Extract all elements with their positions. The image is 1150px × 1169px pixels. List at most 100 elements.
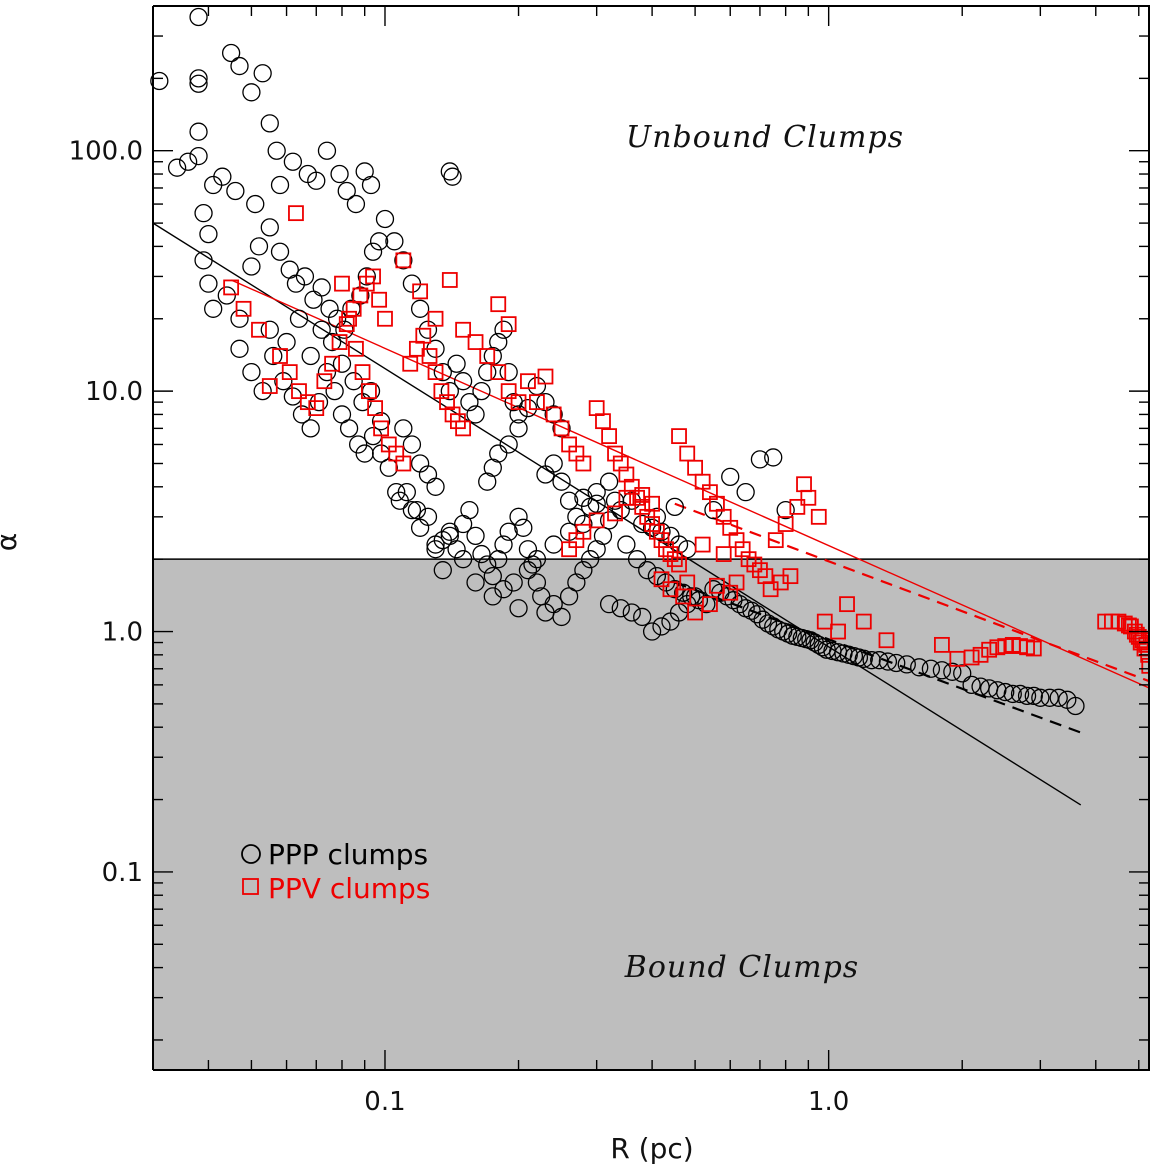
data-point-ppp [580, 550, 600, 569]
data-point-ppp [544, 454, 563, 473]
data-point-ppv [662, 546, 679, 562]
data-point-ppv [796, 476, 812, 493]
y-tick-label: 0.1 [102, 858, 143, 888]
data-point-ppv [746, 556, 763, 573]
data-point-ppp [652, 617, 671, 636]
data-point-ppp [194, 251, 213, 270]
data-point-ppv [402, 355, 419, 372]
data-point-ppp [339, 419, 359, 438]
data-point-ppv [588, 512, 605, 529]
data-point-ppp [242, 83, 261, 102]
data-point-ppp [627, 550, 647, 569]
y-axis-title: α [0, 533, 23, 551]
data-point-ppp [230, 309, 249, 328]
data-point-ppv [671, 428, 687, 445]
data-point-ppp [213, 167, 232, 186]
data-point-ppp [453, 550, 473, 569]
data-point-ppv [520, 373, 536, 390]
data-point-ppv [261, 378, 278, 394]
data-point-ppp [178, 152, 198, 171]
data-point-ppp [518, 561, 538, 580]
data-point-ppp [447, 354, 466, 373]
data-point-ppp [1003, 684, 1022, 704]
data-point-ppv [1128, 626, 1145, 643]
data-point-ppp [301, 419, 320, 438]
data-point-ppp [194, 204, 213, 223]
data-point-ppv [412, 283, 429, 300]
data-point-ppv [648, 523, 665, 540]
data-point-ppv [223, 279, 240, 296]
data-point-ppp [410, 299, 430, 318]
data-point-ppv [361, 383, 377, 400]
data-point-ppv [348, 340, 364, 357]
data-point-ppv [341, 310, 357, 327]
data-point-ppp [750, 450, 770, 469]
data-point-ppp [721, 467, 740, 486]
data-point-ppv [561, 541, 577, 558]
data-point-ppp [371, 412, 391, 431]
data-point-ppv [810, 508, 827, 525]
data-point-ppp [1017, 686, 1037, 706]
data-point-ppp [189, 7, 208, 27]
data-point-ppp [375, 209, 395, 229]
data-point-ppp [574, 488, 593, 507]
data-point-ppv [607, 505, 623, 522]
data-point-ppp [264, 346, 283, 366]
data-point-ppp [312, 320, 331, 339]
data-point-ppv [1138, 636, 1150, 653]
data-point-ppp [509, 507, 528, 526]
data-point-ppv [934, 636, 950, 653]
data-point-ppp [483, 566, 502, 586]
data-point-ppp [260, 218, 279, 237]
data-point-ppp [642, 622, 662, 641]
data-point-ppv [272, 348, 288, 364]
y-tick-label: 100.0 [69, 137, 143, 167]
data-point-ppv [281, 364, 298, 380]
data-point-ppp [361, 175, 381, 195]
data-point-ppv [490, 296, 507, 313]
data-point-ppv [612, 455, 629, 472]
data-point-ppp [504, 573, 523, 592]
data-point-ppp [943, 662, 962, 681]
data-point-ppv [1025, 640, 1042, 657]
data-point-ppv [395, 252, 412, 269]
data-point-ppp [742, 601, 761, 620]
data-point-ppp [478, 555, 497, 574]
data-point-ppp [453, 372, 473, 391]
data-point-ppv [455, 420, 472, 437]
data-point-ppp [854, 649, 873, 668]
data-point-ppp [494, 535, 513, 554]
data-point-ppp [527, 573, 547, 592]
data-point-ppp [776, 500, 795, 520]
data-point-ppp [217, 286, 236, 305]
data-point-ppp [466, 573, 485, 592]
data-point-ppv [702, 596, 718, 613]
data-point-ppp [1066, 696, 1085, 716]
data-point-ppp [337, 181, 356, 201]
data-point-ppp [309, 392, 329, 412]
data-point-ppv [334, 275, 350, 292]
data-point-ppp [230, 56, 249, 76]
data-point-ppp [260, 114, 279, 133]
data-point-ppp [472, 381, 491, 401]
data-point-ppp [295, 267, 315, 286]
data-point-ppv [757, 568, 774, 585]
data-point-ppp [753, 610, 772, 629]
data-point-ppp [878, 652, 898, 671]
data-point-ppp [552, 607, 571, 627]
data-point-ppp [509, 419, 528, 438]
data-point-ppv [455, 321, 472, 338]
data-point-ppp [327, 309, 347, 328]
y-tick-label: 10.0 [85, 377, 143, 407]
data-point-ppv [1120, 617, 1137, 634]
fit-line-ppv-dashed [674, 502, 1150, 683]
data-point-ppp [638, 561, 657, 580]
data-point-ppp [242, 362, 261, 382]
axis-ticks: 0.1 1.0 10.0 100.0 0.1 1.0 [69, 5, 1149, 1117]
data-point-ppp [246, 194, 265, 214]
data-point-ppv [500, 383, 517, 400]
data-point-ppp [953, 664, 972, 683]
data-point-ppv [601, 428, 618, 445]
data-point-ppp [189, 122, 208, 141]
